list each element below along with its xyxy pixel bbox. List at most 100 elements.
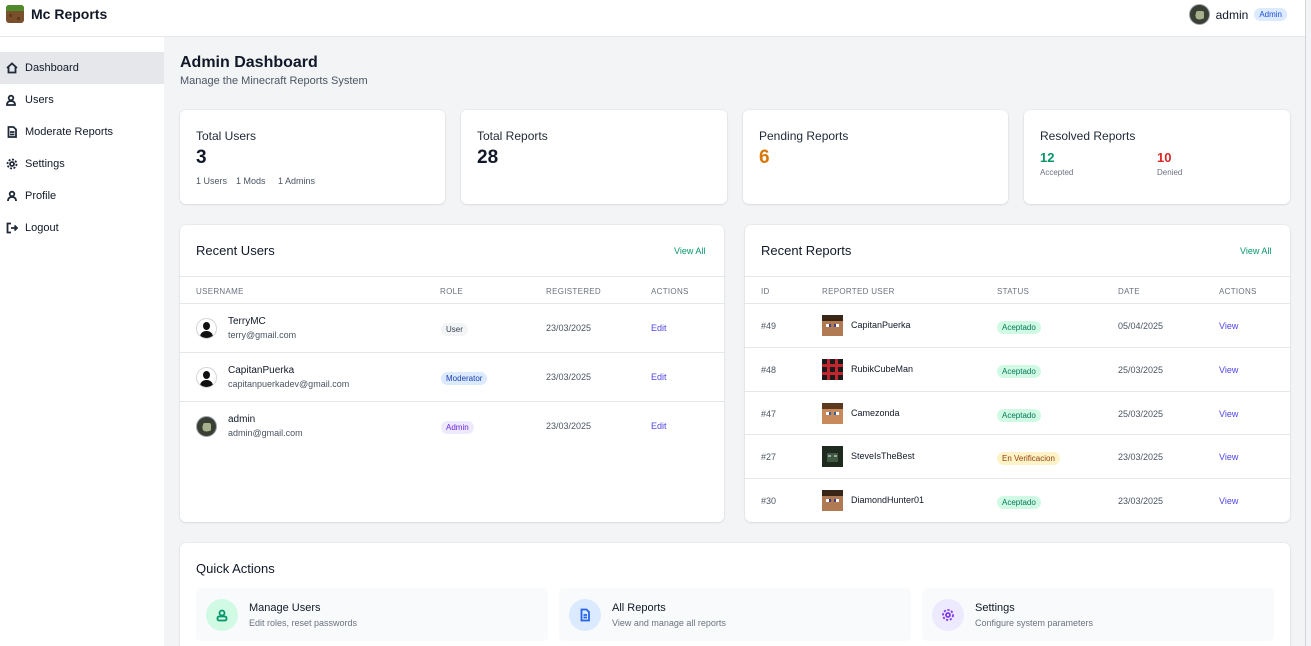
username: CapitanPuerka xyxy=(228,365,295,376)
avatar xyxy=(1188,4,1210,25)
report-date: 05/04/2025 xyxy=(1118,321,1164,331)
denied-count: 10 xyxy=(1157,150,1172,165)
manage-users-action[interactable]: Manage Users Edit roles, reset passwords xyxy=(196,588,548,641)
view-link[interactable]: View xyxy=(1219,321,1239,331)
all-reports-action[interactable]: All Reports View and manage all reports xyxy=(559,588,911,641)
app-logo[interactable]: Mc Reports xyxy=(6,5,107,23)
home-icon xyxy=(6,62,18,74)
stat-value: 6 xyxy=(759,147,770,168)
total-reports-card: Total Reports 28 xyxy=(461,110,727,204)
quick-actions-panel: Quick Actions Manage Users Edit roles, r… xyxy=(180,543,1290,646)
sidebar-item-settings[interactable]: Settings xyxy=(0,148,164,180)
view-all-users-link[interactable]: View All xyxy=(674,246,706,256)
gear-icon xyxy=(6,158,18,170)
action-name: Manage Users xyxy=(249,602,321,614)
user-menu[interactable]: admin Admin xyxy=(1188,4,1287,25)
reported-user: Camezonda xyxy=(851,408,900,418)
column-header: STATUS xyxy=(997,287,1030,296)
stat-value: 28 xyxy=(477,147,499,168)
edit-link[interactable]: Edit xyxy=(651,421,667,431)
reported-user: SteveIsTheBest xyxy=(851,451,915,461)
registered-date: 23/03/2025 xyxy=(546,372,592,382)
sidebar-item-moderate-reports[interactable]: Moderate Reports xyxy=(0,116,164,148)
view-link[interactable]: View xyxy=(1219,409,1239,419)
table-row: admin admin@gmail.com Admin 23/03/2025 E… xyxy=(180,402,724,451)
report-id: #49 xyxy=(761,321,777,331)
users-count: 1 Users xyxy=(196,176,228,186)
report-id: #27 xyxy=(761,452,777,462)
settings-action[interactable]: Settings Configure system parameters xyxy=(922,588,1274,641)
column-header: USERNAME xyxy=(196,287,244,296)
users-icon xyxy=(6,94,16,106)
report-date: 23/03/2025 xyxy=(1118,496,1164,506)
table-row: #47 Camezonda Aceptado 25/03/2025 View xyxy=(745,392,1290,435)
sidebar-item-label: Logout xyxy=(25,222,59,234)
edit-link[interactable]: Edit xyxy=(651,372,667,382)
avatar xyxy=(196,318,217,339)
status-badge: Aceptado xyxy=(997,365,1041,378)
status-badge: Aceptado xyxy=(997,409,1041,422)
accepted-count: 12 xyxy=(1040,150,1055,165)
sidebar-item-label: Dashboard xyxy=(25,62,79,74)
reported-user: RubikCubeMan xyxy=(851,364,914,374)
scrollbar[interactable] xyxy=(1305,0,1311,646)
stat-title: Total Reports xyxy=(477,129,548,143)
reported-user: DiamondHunter01 xyxy=(851,495,925,505)
admins-count: 1 Admins xyxy=(278,176,316,186)
grass-block-icon xyxy=(6,5,24,23)
accepted-label: Accepted xyxy=(1040,168,1074,177)
table-row: TerryMC terry@gmail.com User 23/03/2025 … xyxy=(180,304,724,353)
view-all-reports-link[interactable]: View All xyxy=(1240,246,1272,256)
report-date: 23/03/2025 xyxy=(1118,452,1164,462)
recent-users-panel: Recent Users View All USERNAME ROLE REGI… xyxy=(180,225,724,522)
resolved-reports-card: Resolved Reports 12 Accepted 10 Denied xyxy=(1024,110,1290,204)
player-skin-avatar xyxy=(822,490,843,511)
current-user-name: admin xyxy=(1215,7,1249,22)
username: TerryMC xyxy=(228,316,266,327)
player-skin-avatar xyxy=(822,403,843,424)
action-name: Settings xyxy=(975,602,1015,614)
app-name: Mc Reports xyxy=(31,6,108,22)
page-title: Admin Dashboard xyxy=(180,54,318,71)
document-icon xyxy=(569,599,601,631)
users-icon xyxy=(206,599,238,631)
denied-label: Denied xyxy=(1157,168,1183,177)
column-header: ACTIONS xyxy=(651,287,689,296)
role-badge: Admin xyxy=(1254,8,1287,21)
sidebar-item-dashboard[interactable]: Dashboard xyxy=(0,52,164,84)
sidebar-item-logout[interactable]: Logout xyxy=(0,212,164,244)
view-link[interactable]: View xyxy=(1219,452,1239,462)
report-date: 25/03/2025 xyxy=(1118,409,1164,419)
column-header: REGISTERED xyxy=(546,287,602,296)
column-header: DATE xyxy=(1118,287,1140,296)
column-header: ROLE xyxy=(440,287,463,296)
action-name: All Reports xyxy=(612,602,666,614)
role-badge: Admin xyxy=(441,421,474,434)
registered-date: 23/03/2025 xyxy=(546,323,592,333)
sidebar-item-users[interactable]: Users xyxy=(0,84,164,116)
action-description: View and manage all reports xyxy=(612,618,726,628)
mods-count: 1 Mods xyxy=(236,176,266,186)
action-description: Edit roles, reset passwords xyxy=(249,618,358,628)
view-link[interactable]: View xyxy=(1219,496,1239,506)
registered-date: 23/03/2025 xyxy=(546,421,592,431)
reported-user: CapitanPuerka xyxy=(851,320,911,330)
view-link[interactable]: View xyxy=(1219,365,1239,375)
report-id: #48 xyxy=(761,365,777,375)
logout-icon xyxy=(6,222,18,234)
sidebar-item-label: Moderate Reports xyxy=(25,126,114,138)
table-row: #49 CapitanPuerka Aceptado 05/04/2025 Vi… xyxy=(745,304,1290,348)
recent-reports-panel: Recent Reports View All ID REPORTED USER… xyxy=(745,225,1290,522)
total-users-card: Total Users 3 1 Users 1 Mods 1 Admins xyxy=(180,110,445,204)
file-icon xyxy=(7,126,17,138)
sidebar-item-profile[interactable]: Profile xyxy=(0,180,164,212)
table-row: #48 RubikCubeMan Aceptado 25/03/2025 Vie… xyxy=(745,348,1290,392)
stat-title: Pending Reports xyxy=(759,129,849,143)
stat-title: Total Users xyxy=(196,129,257,143)
user-icon xyxy=(7,190,17,202)
sidebar: Dashboard Users Moderate Reports Setting… xyxy=(0,37,164,646)
edit-link[interactable]: Edit xyxy=(651,323,667,333)
panel-title: Recent Reports xyxy=(761,243,852,258)
action-description: Configure system parameters xyxy=(975,618,1094,628)
user-email: admin@gmail.com xyxy=(228,428,303,438)
